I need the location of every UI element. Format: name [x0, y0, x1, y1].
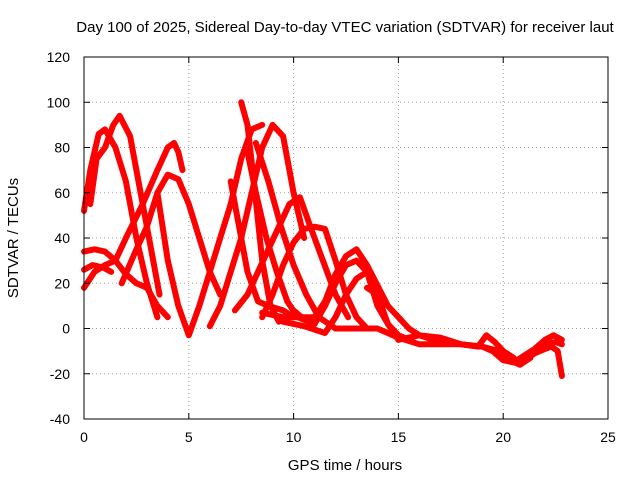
x-tick-label: 0	[80, 429, 88, 445]
y-tick-label: 40	[54, 230, 70, 246]
series-arc-23	[531, 339, 565, 355]
x-tick-label: 5	[185, 429, 193, 445]
y-axis-label: SDTVAR / TECUs	[5, 178, 22, 298]
data-series	[81, 99, 565, 379]
series-arc-5	[81, 262, 115, 275]
x-tick-label: 25	[600, 429, 616, 445]
series-arc-20	[395, 332, 517, 361]
y-tick-label: 100	[47, 94, 71, 110]
y-tick-label: 0	[62, 321, 70, 337]
y-tick-label: 60	[54, 185, 70, 201]
chart-title: Day 100 of 2025, Sidereal Day-to-day VTE…	[76, 19, 614, 36]
x-axis-label: GPS time / hours	[288, 457, 402, 474]
series-arc-17	[280, 268, 412, 343]
series-arc-1	[81, 126, 161, 321]
series-arc-14	[259, 223, 370, 332]
y-tick-label: -40	[50, 411, 70, 427]
series-arc-6	[118, 171, 224, 298]
series-arc-22	[521, 332, 565, 359]
series-arc-13	[231, 194, 352, 321]
series-arc-21	[510, 343, 565, 379]
y-tick-label: 20	[54, 275, 70, 291]
y-tick-label: 120	[47, 49, 71, 65]
series-arc-7	[154, 121, 266, 339]
axis-ticks: 0 5 10 15 20 25 -40 -20 0 20 40 60 80 100 120	[47, 49, 616, 445]
x-tick-label: 20	[495, 429, 511, 445]
series-arc-8	[206, 121, 308, 330]
y-tick-label: 80	[54, 140, 70, 156]
y-tick-label: -20	[50, 366, 70, 382]
x-tick-label: 15	[391, 429, 407, 445]
series-arc-10	[227, 178, 297, 321]
x-tick-label: 10	[286, 429, 302, 445]
